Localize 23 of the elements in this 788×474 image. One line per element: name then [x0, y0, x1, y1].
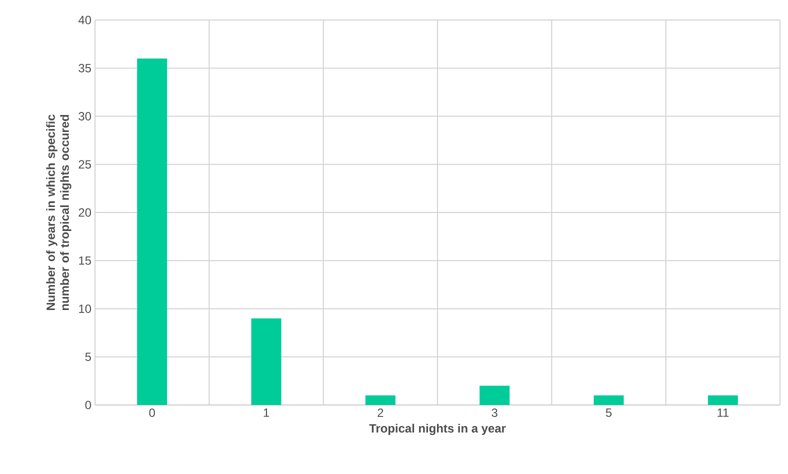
bar [137, 58, 168, 405]
x-tick-label: 5 [606, 408, 612, 417]
y-tick-label: 0 [85, 400, 92, 410]
y-tick-label: 30 [78, 112, 92, 120]
y-tick-label: 25 [78, 160, 91, 169]
x-tick-label: 1 [264, 408, 269, 417]
x-tick-label: 0 [149, 408, 155, 417]
y-axis-title: Number of years in which specific number of tropical nights occured [46, 114, 72, 310]
bar [594, 395, 624, 405]
bar [480, 386, 510, 405]
x-axis-title: Tropical nights in a year [369, 424, 506, 436]
x-tick-label: 3 [492, 408, 498, 417]
x-tick-label: 11 [718, 408, 729, 417]
bar [365, 395, 396, 405]
y-tick-label: 15 [79, 256, 91, 265]
y-tick-label: 35 [78, 64, 91, 72]
y-tick-label: 10 [79, 304, 92, 313]
y-tick-label: 40 [78, 16, 92, 24]
y-tick-label: 20 [78, 208, 92, 217]
x-tick-label: 2 [378, 408, 384, 417]
bar [251, 318, 282, 405]
y-tick-label: 5 [85, 352, 91, 362]
bar [708, 395, 738, 405]
